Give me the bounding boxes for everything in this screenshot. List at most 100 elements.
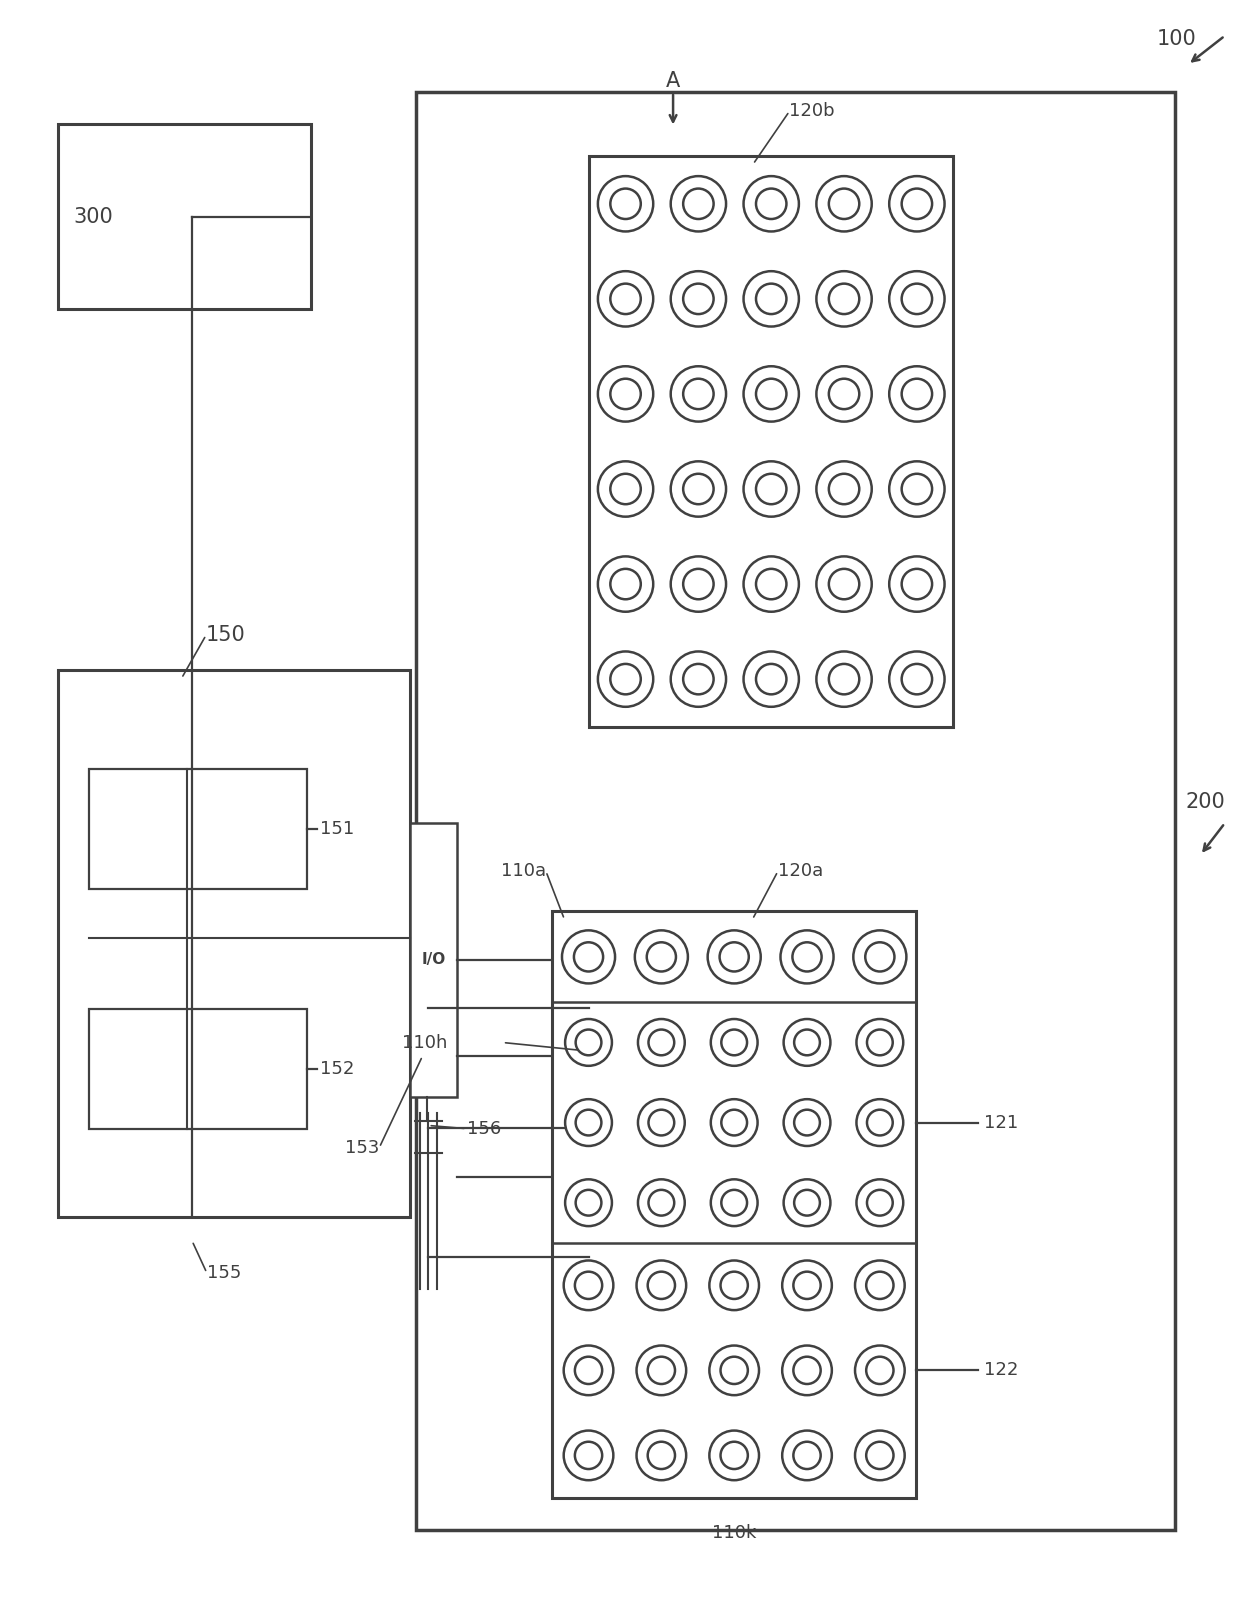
- Circle shape: [671, 557, 727, 612]
- Bar: [58, 670, 410, 1217]
- Text: 150: 150: [206, 625, 246, 646]
- Text: 153: 153: [345, 1138, 379, 1157]
- Circle shape: [828, 189, 859, 220]
- Circle shape: [722, 1030, 746, 1056]
- Circle shape: [598, 366, 653, 421]
- Circle shape: [683, 475, 713, 504]
- Circle shape: [722, 1190, 746, 1215]
- Bar: [410, 823, 458, 1096]
- Circle shape: [780, 930, 833, 983]
- Text: 100: 100: [1157, 29, 1197, 48]
- Circle shape: [857, 1099, 903, 1146]
- Circle shape: [794, 1190, 820, 1215]
- Circle shape: [794, 1272, 821, 1299]
- Circle shape: [649, 1190, 675, 1215]
- Circle shape: [867, 1441, 894, 1469]
- Circle shape: [564, 1346, 614, 1394]
- Circle shape: [867, 1110, 893, 1135]
- Circle shape: [794, 1357, 821, 1385]
- Circle shape: [816, 652, 872, 707]
- Circle shape: [794, 1110, 820, 1135]
- Circle shape: [901, 189, 932, 220]
- Circle shape: [901, 284, 932, 315]
- Circle shape: [598, 652, 653, 707]
- Circle shape: [610, 379, 641, 408]
- Circle shape: [647, 943, 676, 972]
- Circle shape: [828, 284, 859, 315]
- Circle shape: [598, 271, 653, 326]
- Circle shape: [683, 189, 713, 220]
- Circle shape: [901, 568, 932, 599]
- Circle shape: [889, 462, 945, 516]
- Circle shape: [756, 284, 786, 315]
- Text: 300: 300: [73, 207, 113, 226]
- Circle shape: [794, 1030, 820, 1056]
- Circle shape: [816, 271, 872, 326]
- Circle shape: [889, 557, 945, 612]
- Circle shape: [889, 652, 945, 707]
- Circle shape: [792, 943, 822, 972]
- Circle shape: [784, 1180, 831, 1227]
- Circle shape: [722, 1110, 746, 1135]
- Circle shape: [647, 1272, 675, 1299]
- Text: 155: 155: [207, 1264, 242, 1282]
- Text: 200: 200: [1185, 792, 1225, 812]
- Circle shape: [565, 1018, 611, 1065]
- Circle shape: [856, 1346, 905, 1394]
- Circle shape: [637, 1099, 684, 1146]
- Circle shape: [610, 284, 641, 315]
- Circle shape: [636, 1346, 686, 1394]
- Circle shape: [744, 652, 799, 707]
- Circle shape: [610, 475, 641, 504]
- Circle shape: [683, 379, 713, 408]
- Circle shape: [637, 1018, 684, 1065]
- Circle shape: [756, 568, 786, 599]
- Circle shape: [647, 1357, 675, 1385]
- Circle shape: [671, 271, 727, 326]
- Circle shape: [744, 271, 799, 326]
- Circle shape: [866, 943, 894, 972]
- Circle shape: [744, 176, 799, 231]
- Text: 152: 152: [320, 1060, 355, 1078]
- Circle shape: [901, 475, 932, 504]
- Circle shape: [711, 1018, 758, 1065]
- Text: I/O: I/O: [422, 952, 445, 967]
- Bar: [589, 157, 954, 726]
- Circle shape: [637, 1180, 684, 1227]
- Circle shape: [635, 930, 688, 983]
- Circle shape: [711, 1099, 758, 1146]
- Bar: [552, 912, 916, 1498]
- Circle shape: [889, 366, 945, 421]
- Circle shape: [709, 1430, 759, 1480]
- Circle shape: [744, 366, 799, 421]
- Text: 110h: 110h: [402, 1033, 448, 1051]
- Circle shape: [828, 475, 859, 504]
- Circle shape: [782, 1346, 832, 1394]
- Text: 110a: 110a: [501, 862, 546, 880]
- Circle shape: [744, 462, 799, 516]
- Circle shape: [867, 1272, 894, 1299]
- Circle shape: [647, 1441, 675, 1469]
- Circle shape: [782, 1261, 832, 1311]
- Circle shape: [610, 568, 641, 599]
- Circle shape: [671, 652, 727, 707]
- Circle shape: [828, 379, 859, 408]
- Circle shape: [889, 271, 945, 326]
- Circle shape: [636, 1430, 686, 1480]
- Text: 120a: 120a: [777, 862, 823, 880]
- Circle shape: [856, 1430, 905, 1480]
- Circle shape: [708, 930, 760, 983]
- Circle shape: [744, 557, 799, 612]
- Circle shape: [575, 1272, 603, 1299]
- Circle shape: [683, 284, 713, 315]
- Circle shape: [867, 1357, 894, 1385]
- Circle shape: [598, 557, 653, 612]
- Circle shape: [720, 1272, 748, 1299]
- Bar: [89, 1009, 308, 1130]
- Circle shape: [575, 1357, 603, 1385]
- Circle shape: [683, 568, 713, 599]
- Circle shape: [574, 943, 603, 972]
- Bar: [89, 768, 308, 889]
- Circle shape: [756, 379, 786, 408]
- Circle shape: [756, 663, 786, 694]
